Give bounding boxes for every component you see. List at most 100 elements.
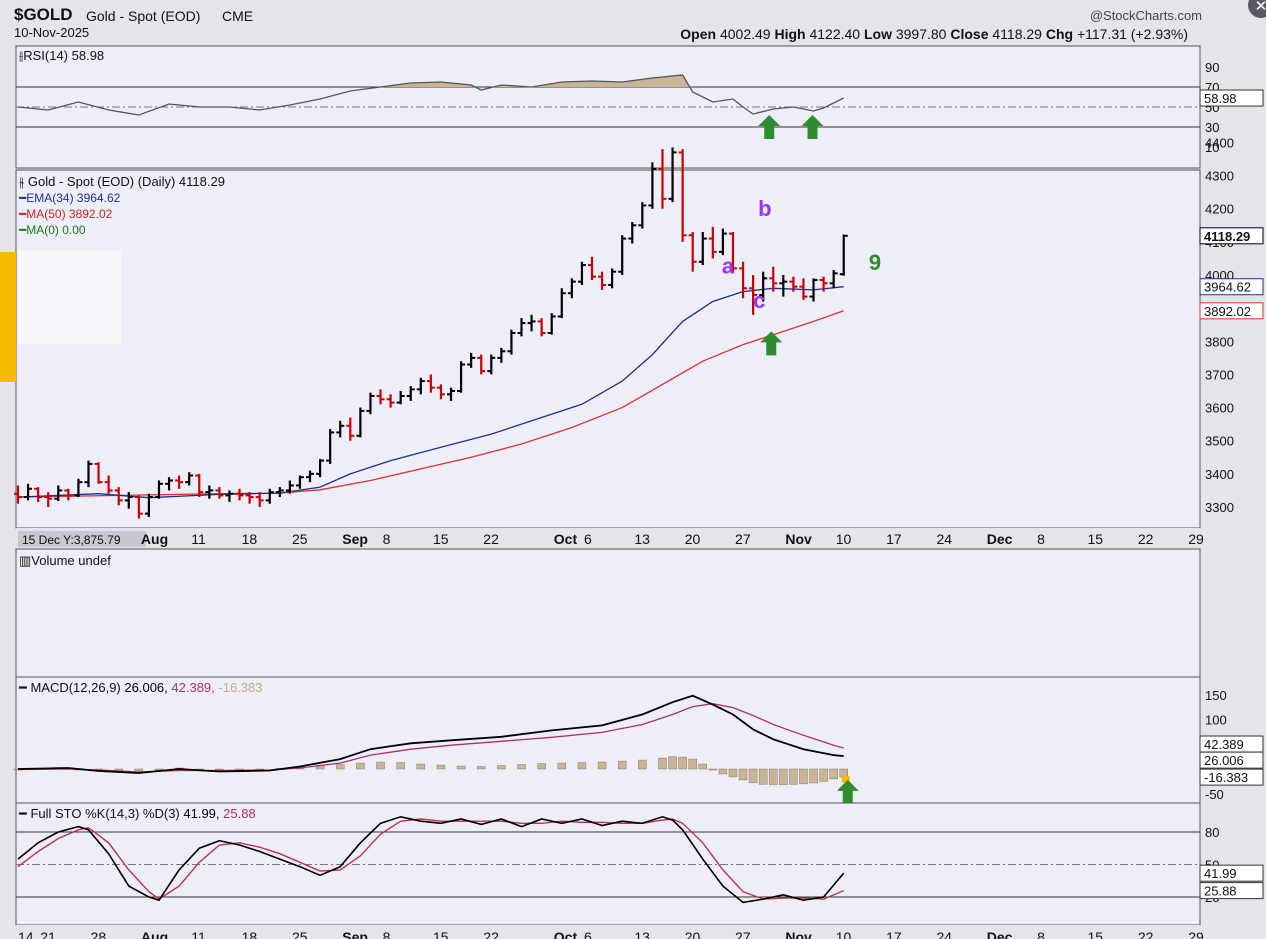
wave-label: a	[722, 253, 735, 278]
macd-title: ━ MACD(12,26,9) 26.006, 42.389, -16.383	[19, 680, 262, 696]
price-tick-label: 4200	[1205, 202, 1234, 217]
macd-hist-bar	[678, 756, 687, 770]
ohlc-bar	[44, 492, 53, 507]
x-tick-label: 6	[584, 531, 592, 547]
rsi-up-arrow-icon	[758, 115, 781, 139]
close-icon[interactable]: ✕	[1248, 0, 1266, 18]
ohlc-bar	[467, 352, 476, 368]
macd-hist-bar	[658, 757, 667, 770]
ohlc-bar	[608, 268, 617, 289]
low-label: Low	[863, 26, 892, 42]
x-tick-label: 15	[1087, 531, 1103, 547]
legend-ema: ━EMA(34) 3964.62	[19, 191, 120, 205]
ohlc-bar	[34, 487, 43, 503]
bottom-x-tick-label: Oct	[554, 929, 578, 939]
rsi-up-arrow-icon	[801, 115, 824, 139]
macd-hist-bar	[557, 762, 567, 770]
x-tick-label: 20	[685, 531, 701, 547]
bottom-x-tick-label: 22	[1138, 929, 1154, 939]
ohlc-bar	[24, 483, 33, 501]
ohlc-bar	[436, 384, 445, 400]
macd-hist-bar	[728, 768, 738, 778]
macd-hist-bar	[537, 763, 546, 770]
ohlc-bar	[165, 477, 174, 491]
low-value: 3997.80	[895, 26, 947, 42]
macd-hist-bar	[718, 768, 728, 775]
bottom-x-tick-label: 21	[40, 929, 56, 939]
macd-hist-bar	[154, 768, 164, 771]
macd-hist-bar	[416, 763, 426, 770]
ohlc-bar	[306, 470, 315, 483]
ohlc-bar	[346, 417, 355, 441]
bottom-x-tick-label: 20	[685, 929, 701, 939]
ohlc-bar	[376, 389, 385, 405]
rsi-price-tag-label: 58.98	[1204, 91, 1237, 106]
price-tick-label: 3500	[1205, 434, 1234, 449]
price-tick-label: 4400	[1205, 135, 1234, 150]
high-label: High	[774, 26, 806, 42]
macd-hist-bar	[708, 768, 718, 771]
volume-title-text: Volume undef	[31, 553, 111, 568]
price-tag-0-label: 4118.29	[1204, 229, 1250, 244]
ohlc-bar	[507, 329, 516, 355]
ohlc-bar	[487, 354, 496, 375]
ohlc-bar	[426, 374, 435, 393]
rsi-overbought-fill	[561, 81, 592, 87]
ohlc-bar	[245, 492, 254, 504]
ohlc-bar	[316, 458, 325, 478]
macd-up-arrow-icon	[836, 779, 859, 804]
legend-ma0: ━MA(0) 0.00	[19, 223, 86, 237]
chart-date: 10-Nov-2025	[14, 25, 90, 40]
bottom-x-tick-label: Nov	[785, 929, 812, 939]
ohlc-bar	[497, 347, 506, 363]
ohlc-bar	[14, 485, 22, 504]
macd-hist-bar	[396, 762, 405, 770]
legend-ma0-line: ━	[19, 223, 27, 237]
ohlc-bar	[396, 391, 405, 405]
ohlc-bar	[789, 276, 798, 292]
bottom-x-tick-label: 17	[886, 929, 902, 939]
ohlc-bar	[618, 235, 627, 276]
bottom-x-tick-label: 28	[91, 929, 107, 939]
volume-panel-bg	[15, 548, 1201, 678]
ohlc-bar	[638, 202, 647, 229]
rsi-title-icon: ⫲	[19, 48, 24, 63]
x-tick-label: Sep	[342, 531, 368, 547]
ohlc-bar	[527, 314, 536, 332]
ohlc-bar	[235, 488, 244, 501]
ohlc-bar	[547, 313, 556, 335]
sto-d-value: 25.88	[223, 806, 256, 821]
rsi-line	[17, 74, 844, 116]
volume-icon: ▥	[19, 553, 32, 568]
macd-value: 26.006,	[124, 680, 168, 695]
bottom-x-tick-label: 11	[191, 929, 206, 939]
macd-hist-bar	[789, 768, 798, 785]
rsi-title-text: RSI(14) 58.98	[23, 48, 105, 63]
macd-hist-bar	[758, 768, 768, 785]
ohlc-bar	[829, 270, 838, 289]
exchange: CME	[222, 8, 254, 24]
bottom-x-tick-label: 24	[936, 929, 952, 939]
price-title: ⫳ Gold - Spot (EOD) (Daily) 4118.29	[19, 174, 225, 190]
bottom-x-tick-label: Sep	[342, 929, 368, 939]
macd-hist-bar	[688, 758, 697, 770]
x-tick-label: 22	[1138, 531, 1154, 547]
close-value: 4118.29	[992, 26, 1042, 42]
sto-line-icon: ━	[19, 806, 31, 821]
ohlc-bar	[185, 472, 194, 486]
ohlc-bar	[698, 231, 707, 266]
ohlc-bar	[205, 485, 214, 499]
price-tick-label: 4300	[1205, 169, 1234, 184]
ohlc-bar	[557, 288, 566, 319]
chg-label: Chg	[1045, 26, 1074, 42]
x-tick-label: 17	[886, 531, 902, 547]
bottom-x-tick-label: 29	[1188, 929, 1204, 939]
ohlc-bar	[668, 147, 677, 203]
macd-hist-bar	[134, 768, 144, 772]
ohlc-bar	[356, 407, 365, 438]
ohlc-bar	[769, 266, 778, 292]
sto-d-line	[17, 818, 844, 900]
ohlc-bar	[54, 485, 63, 502]
macd-hist-bar	[799, 768, 808, 785]
